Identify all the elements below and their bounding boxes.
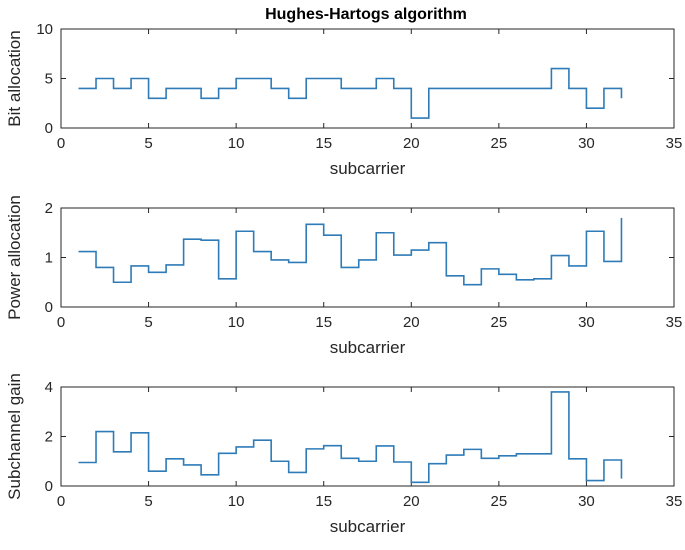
y-axis-label: Subchannel gain bbox=[5, 373, 24, 500]
y-axis-label: Bit allocation bbox=[5, 30, 24, 126]
x-tick-label: 25 bbox=[491, 493, 508, 510]
subplot-3: 0 5 10 15 20 25 30 35 0 2 4 subcarrier Subchannel ga… bbox=[5, 373, 682, 536]
y-tick-label: 0 bbox=[45, 478, 53, 495]
x-tick-label: 5 bbox=[144, 493, 152, 510]
x-tick-label: 5 bbox=[144, 314, 152, 331]
x-tick-label: 15 bbox=[315, 135, 332, 152]
x-tick-label: 0 bbox=[57, 314, 65, 331]
series-line bbox=[78, 67, 623, 119]
x-tick-label: 0 bbox=[57, 493, 65, 510]
x-tick-label: 25 bbox=[491, 135, 508, 152]
y-axis-label: Power allocation bbox=[5, 195, 24, 320]
x-tick-label: 5 bbox=[144, 135, 152, 152]
subplot-2: 0 5 10 15 20 25 30 35 0 1 2 subcarrier Power allocat… bbox=[5, 195, 682, 357]
x-axis-label: subcarrier bbox=[330, 159, 406, 178]
x-axis-label: subcarrier bbox=[330, 517, 406, 536]
series-line bbox=[78, 391, 623, 484]
x-tick-label: 20 bbox=[403, 493, 420, 510]
y-tick-label: 5 bbox=[45, 71, 53, 88]
x-tick-label: 15 bbox=[315, 314, 332, 331]
x-tick-label: 15 bbox=[315, 493, 332, 510]
y-tick-label: 2 bbox=[45, 429, 53, 446]
x-tick-label: 0 bbox=[57, 135, 65, 152]
plot-area bbox=[60, 207, 675, 308]
x-tick-label: 30 bbox=[578, 135, 595, 152]
x-tick-label: 20 bbox=[403, 314, 420, 331]
subplot-1: 0 5 10 15 20 25 30 35 0 5 10 subcarrier Bit allocati… bbox=[5, 21, 682, 178]
x-tick-label: 35 bbox=[666, 135, 683, 152]
x-tick-label: 25 bbox=[491, 314, 508, 331]
x-tick-label: 35 bbox=[666, 314, 683, 331]
y-tick-label: 10 bbox=[36, 21, 53, 38]
y-tick-label: 2 bbox=[45, 200, 53, 217]
y-tick-label: 1 bbox=[45, 250, 53, 267]
x-tick-label: 30 bbox=[578, 314, 595, 331]
plot-area bbox=[60, 28, 675, 129]
x-tick-label: 10 bbox=[228, 135, 245, 152]
x-tick-label: 35 bbox=[666, 493, 683, 510]
x-tick-label: 30 bbox=[578, 493, 595, 510]
x-axis-label: subcarrier bbox=[330, 338, 406, 357]
plot-area bbox=[60, 386, 675, 487]
series-line bbox=[78, 217, 623, 286]
x-tick-label: 10 bbox=[228, 314, 245, 331]
y-tick-label: 4 bbox=[45, 379, 53, 396]
x-tick-label: 10 bbox=[228, 493, 245, 510]
y-tick-label: 0 bbox=[45, 120, 53, 137]
y-tick-label: 0 bbox=[45, 299, 53, 316]
figure-title: Hughes-Hartogs algorithm bbox=[265, 6, 467, 23]
x-tick-label: 20 bbox=[403, 135, 420, 152]
